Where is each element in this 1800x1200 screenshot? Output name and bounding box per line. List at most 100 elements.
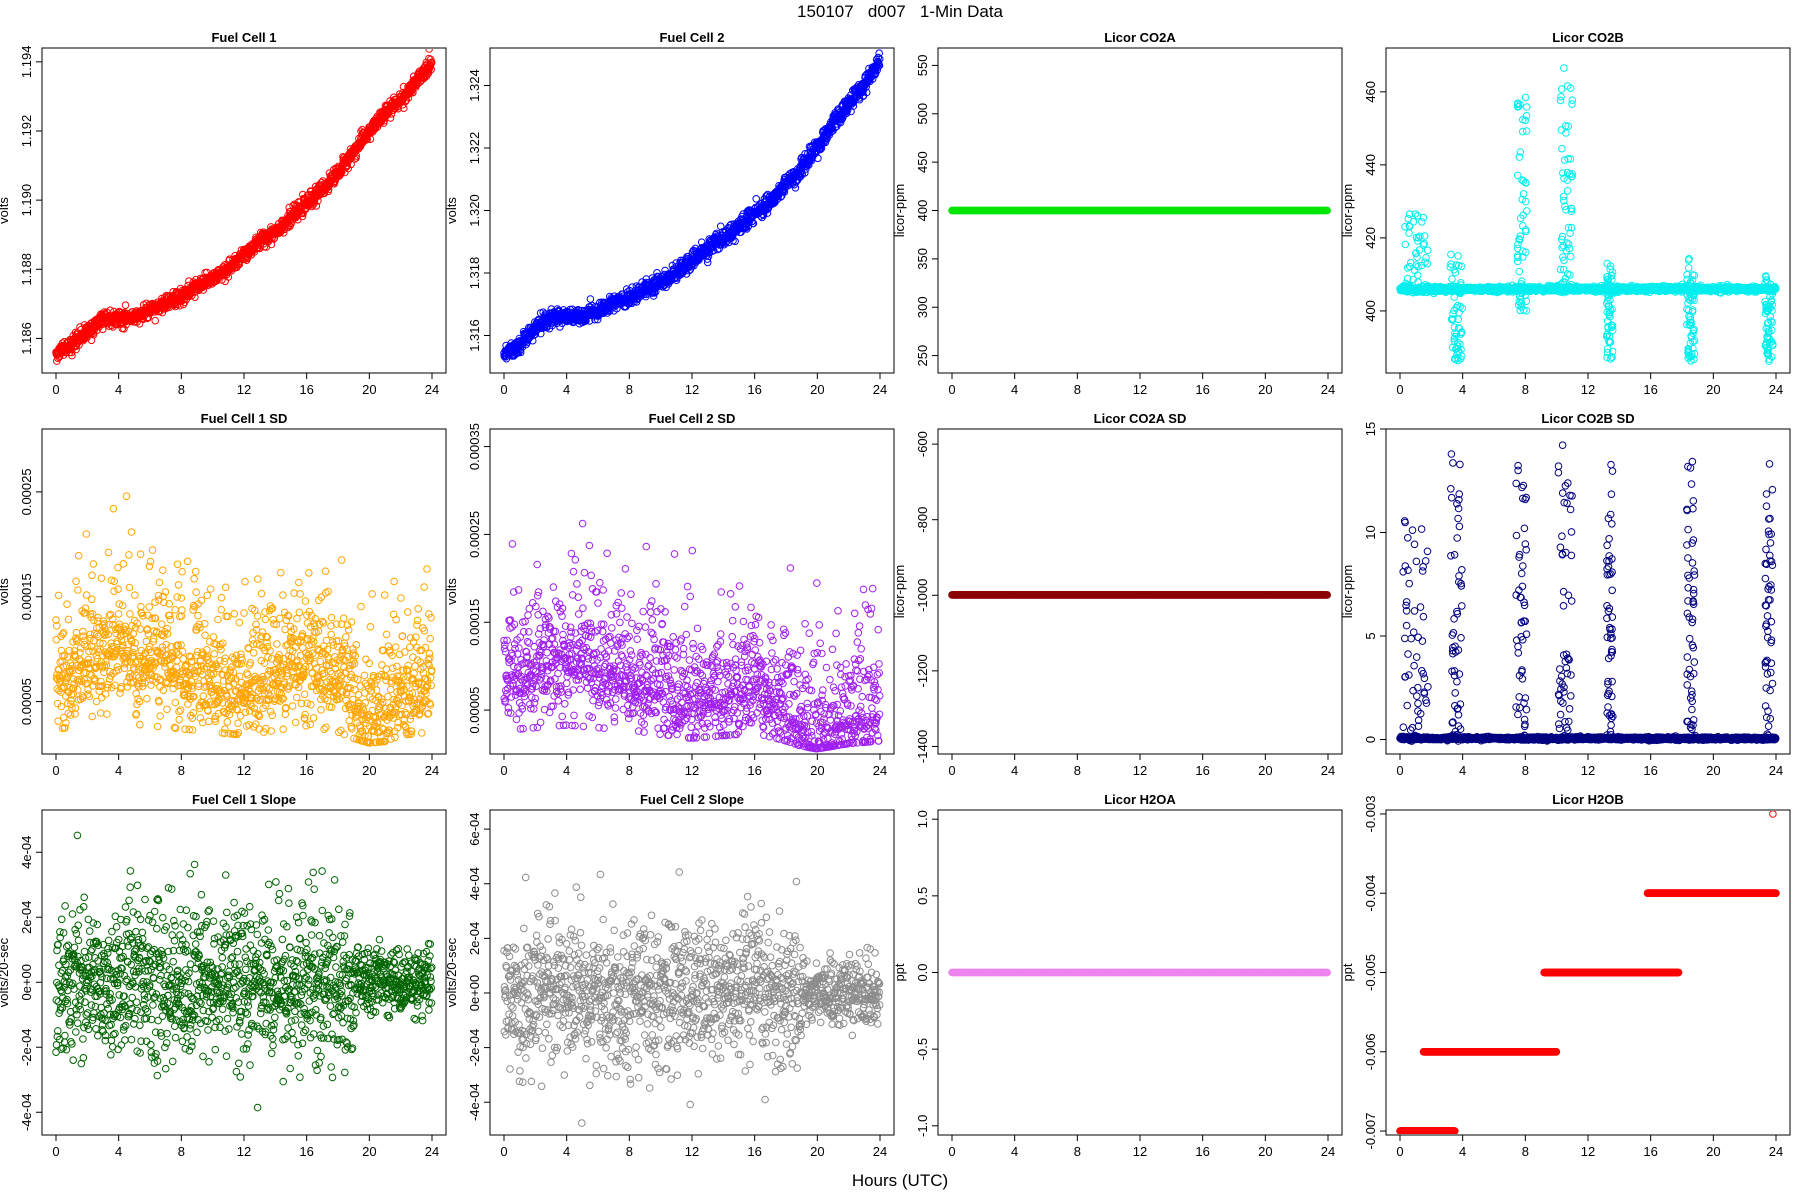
data-point — [1405, 210, 1414, 218]
data-point — [1420, 239, 1429, 248]
data-point — [1409, 218, 1418, 226]
y-axis-label: licor-ppm — [1340, 184, 1355, 237]
data-point — [875, 55, 884, 63]
data-point — [1414, 237, 1422, 245]
x-tick-label: 4 — [1459, 382, 1466, 397]
x-tick-label: 24 — [1769, 382, 1783, 397]
data-point — [199, 286, 208, 294]
data-point — [1419, 241, 1428, 249]
data-point — [1457, 281, 1465, 289]
data-point — [791, 184, 800, 192]
data-point — [1457, 262, 1466, 271]
y-tick-label: 400 — [1363, 300, 1378, 322]
data-point — [98, 325, 107, 334]
data-point — [1422, 253, 1430, 262]
data-point — [862, 88, 871, 97]
y-tick-label: 400 — [915, 200, 930, 222]
data-point — [1401, 223, 1409, 231]
data-points — [500, 49, 884, 363]
data-point — [777, 193, 785, 201]
x-tick-label: 8 — [1074, 382, 1081, 397]
x-tick-label: 0 — [500, 382, 507, 397]
x-tick-label: 20 — [362, 382, 376, 397]
data-point — [1323, 206, 1331, 215]
y-tick-label: 1.318 — [467, 257, 482, 290]
data-point — [650, 289, 659, 297]
data-point — [380, 116, 389, 125]
data-point — [1415, 283, 1423, 292]
y-tick-label: 1.190 — [19, 184, 34, 217]
data-point — [75, 341, 83, 349]
y-tick-label: 1.186 — [19, 322, 34, 355]
data-point — [404, 94, 413, 102]
y-tick-label: 420 — [1363, 227, 1378, 249]
x-tick-label: 0 — [52, 382, 59, 397]
data-point — [1402, 282, 1411, 291]
data-point — [1450, 323, 1459, 332]
x-tick-label: 0 — [1396, 382, 1403, 397]
data-point — [816, 145, 825, 154]
data-point — [1450, 334, 1459, 343]
data-point — [709, 246, 718, 255]
data-point — [537, 329, 545, 338]
panel-title: Licor CO2B — [1552, 30, 1624, 45]
data-point — [586, 295, 595, 303]
data-point — [731, 237, 739, 246]
panel-title: Fuel Cell 1 — [211, 30, 276, 45]
panel-title: Fuel Cell 2 — [659, 30, 724, 45]
data-point — [1406, 258, 1415, 267]
data-points — [1396, 64, 1780, 365]
data-point — [425, 49, 433, 53]
x-tick-label: 16 — [299, 382, 313, 397]
data-point — [1413, 253, 1421, 262]
x-tick-label: 16 — [747, 382, 761, 397]
data-point — [752, 195, 761, 203]
y-tick-label: 1.188 — [19, 253, 34, 286]
data-point — [279, 229, 288, 237]
x-tick-label: 8 — [626, 382, 633, 397]
data-point — [427, 58, 436, 67]
data-point — [875, 49, 884, 58]
x-tick-label: 12 — [237, 382, 251, 397]
data-point — [1454, 252, 1462, 260]
y-tick-label: 300 — [915, 296, 930, 318]
data-point — [363, 135, 372, 144]
data-point — [1408, 288, 1416, 297]
data-point — [386, 114, 395, 122]
x-tick-label: 20 — [1258, 382, 1272, 397]
data-point — [1423, 288, 1431, 297]
data-point — [780, 188, 789, 196]
y-tick-label: 440 — [1363, 154, 1378, 176]
data-point — [593, 315, 602, 324]
y-tick-label: 1.316 — [467, 319, 482, 352]
data-point — [1414, 262, 1422, 271]
data-point — [1406, 262, 1414, 271]
data-point — [1416, 232, 1424, 241]
y-tick-label: 1.192 — [19, 115, 34, 148]
x-tick-label: 12 — [685, 382, 699, 397]
data-point — [749, 219, 758, 228]
y-tick-label: 1.194 — [19, 46, 34, 79]
page-title: 150107 d007 1-Min Data — [796, 2, 1004, 21]
data-point — [649, 292, 658, 300]
data-point — [352, 152, 361, 160]
panel-title: Licor CO2A — [1104, 30, 1176, 45]
x-tick-label: 16 — [1195, 382, 1209, 397]
x-tick-label: 24 — [1321, 382, 1335, 397]
y-tick-label: 460 — [1363, 81, 1378, 103]
data-point — [1405, 222, 1414, 231]
data-point — [400, 104, 408, 112]
data-point — [68, 351, 76, 360]
y-tick-label: 250 — [915, 345, 930, 367]
data-point — [814, 154, 822, 163]
data-point — [556, 323, 564, 331]
x-tick-label: 0 — [948, 382, 955, 397]
x-tick-label: 24 — [425, 382, 439, 397]
y-tick-label: 1.322 — [467, 132, 482, 165]
x-tick-label: 8 — [178, 382, 185, 397]
data-point — [704, 252, 713, 261]
x-tick-label: 20 — [810, 382, 824, 397]
